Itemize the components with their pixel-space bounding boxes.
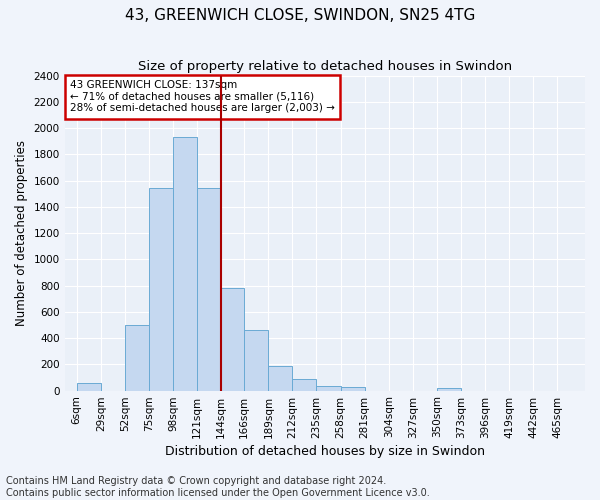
Text: 43, GREENWICH CLOSE, SWINDON, SN25 4TG: 43, GREENWICH CLOSE, SWINDON, SN25 4TG [125,8,475,22]
Text: 43 GREENWICH CLOSE: 137sqm
← 71% of detached houses are smaller (5,116)
28% of s: 43 GREENWICH CLOSE: 137sqm ← 71% of deta… [70,80,335,114]
Bar [341,386,365,390]
Bar [437,388,461,390]
Bar [77,382,101,390]
Bar [316,386,341,390]
Text: Contains HM Land Registry data © Crown copyright and database right 2024.
Contai: Contains HM Land Registry data © Crown c… [6,476,430,498]
Bar [292,379,316,390]
X-axis label: Distribution of detached houses by size in Swindon: Distribution of detached houses by size … [165,444,485,458]
Bar [197,188,221,390]
Bar [125,325,149,390]
Bar [221,288,244,390]
Bar [173,137,197,390]
Y-axis label: Number of detached properties: Number of detached properties [15,140,28,326]
Bar [268,366,292,390]
Bar [149,188,173,390]
Bar [244,330,268,390]
Title: Size of property relative to detached houses in Swindon: Size of property relative to detached ho… [138,60,512,73]
